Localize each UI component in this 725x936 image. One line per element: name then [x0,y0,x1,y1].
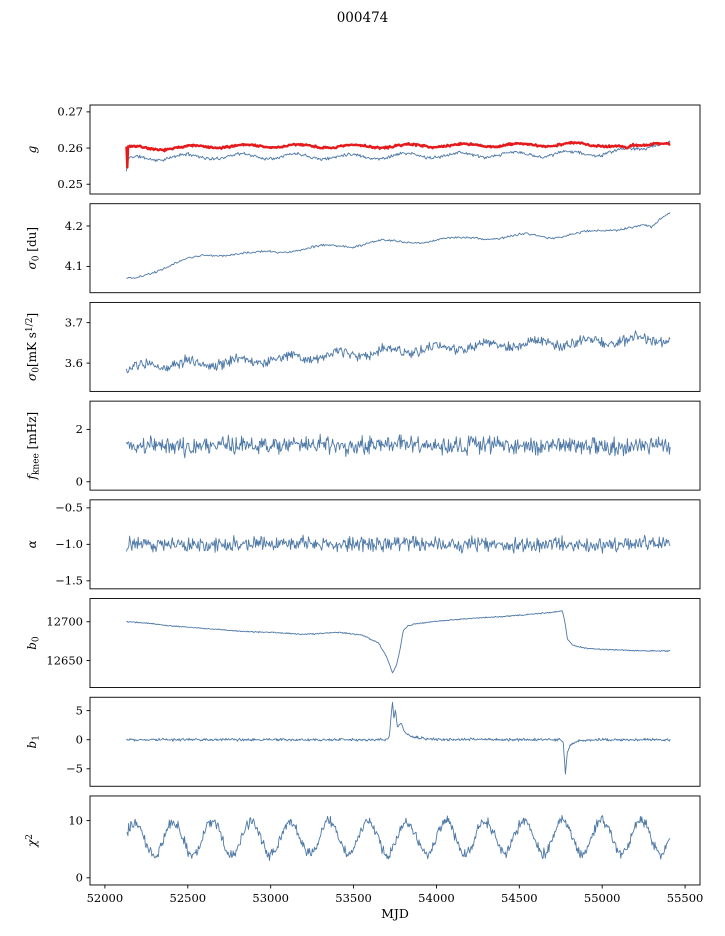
y-tick-label: −1.0 [55,537,83,551]
panel-frame [89,400,701,491]
panel-frame [89,203,701,294]
y-tick-label: 10 [68,813,83,827]
y-tick-label: −1.5 [55,574,83,588]
y-axis-label-fknee: fknee [mHz] [25,412,42,481]
y-tick-label: 0.26 [57,141,83,155]
panel-b0: 12650 12700 b0 [25,598,701,688]
series-g-fit [126,140,671,172]
y-tick-label: 0.25 [57,177,83,191]
series-fknee [126,433,671,459]
panel-chi2: 0 10 χ2 [25,795,701,886]
panel-b1: −5 0 5 b1 [25,696,701,787]
series-alpha [126,534,671,554]
y-tick-label: 0.27 [57,105,83,119]
panel-sigma0-du: 4.1 4.2 σ0 [du] [25,203,701,294]
y-axis-label-g: g [25,145,39,153]
panel-alpha: −1.5 −1.0 −0.5 α [25,499,701,590]
y-axis-label-sigma0-mks: σ0[mK s1/2] [25,313,42,381]
x-tick-label: 53500 [335,891,372,905]
y-tick-label: 12650 [46,653,83,667]
y-axis-label-b0: b0 [25,636,42,650]
x-tick-label: 52000 [87,891,124,905]
panel-frame [89,696,701,787]
panel-sigma0-mks: 3.6 3.7 σ0[mK s1/2] [25,301,701,392]
x-tick-label: 54000 [418,891,455,905]
series-g-smooth [125,140,671,169]
y-tick-label: 3.6 [65,356,83,370]
series-chi2 [126,814,671,861]
y-axis-label-sigma0-du: σ0 [du] [25,227,42,270]
y-tick-label: 4.1 [65,259,83,273]
figure-title: 000474 [336,10,389,26]
panel-fknee: 0 2 fknee [mHz] [25,400,701,491]
y-tick-label: 12700 [46,615,83,629]
y-tick-label: 0 [76,871,83,885]
y-tick-label: 0 [76,475,83,489]
x-tick-label: 52500 [170,891,207,905]
y-axis-label-alpha: α [25,540,39,548]
panel-frame [89,795,701,886]
series-b0 [126,610,671,674]
x-tick-label: 53000 [252,891,289,905]
series-b1 [126,701,671,775]
x-tick-label: 54500 [501,891,538,905]
panel-frame [89,104,701,195]
x-axis-label: MJD [381,906,409,921]
y-tick-label: −5 [66,762,83,776]
panel-frame [89,301,701,392]
x-tick-label: 55500 [667,891,704,905]
y-tick-label: 5 [76,703,83,717]
series-sigma0-mks [126,330,671,374]
panel-g: 0.25 0.26 0.27 g [25,104,701,195]
x-tick-label: 55000 [584,891,621,905]
y-axis-label-b1: b1 [25,735,42,748]
y-axis-label-chi2: χ2 [25,834,39,848]
y-tick-label: −0.5 [55,501,83,515]
y-tick-label: 2 [76,422,83,436]
y-tick-label: 0 [76,733,83,747]
y-tick-label: 4.2 [65,219,83,233]
panel-frame [89,499,701,590]
panel-frame [89,598,701,688]
y-tick-label: 3.7 [65,315,83,329]
series-sigma0-du [126,212,671,279]
